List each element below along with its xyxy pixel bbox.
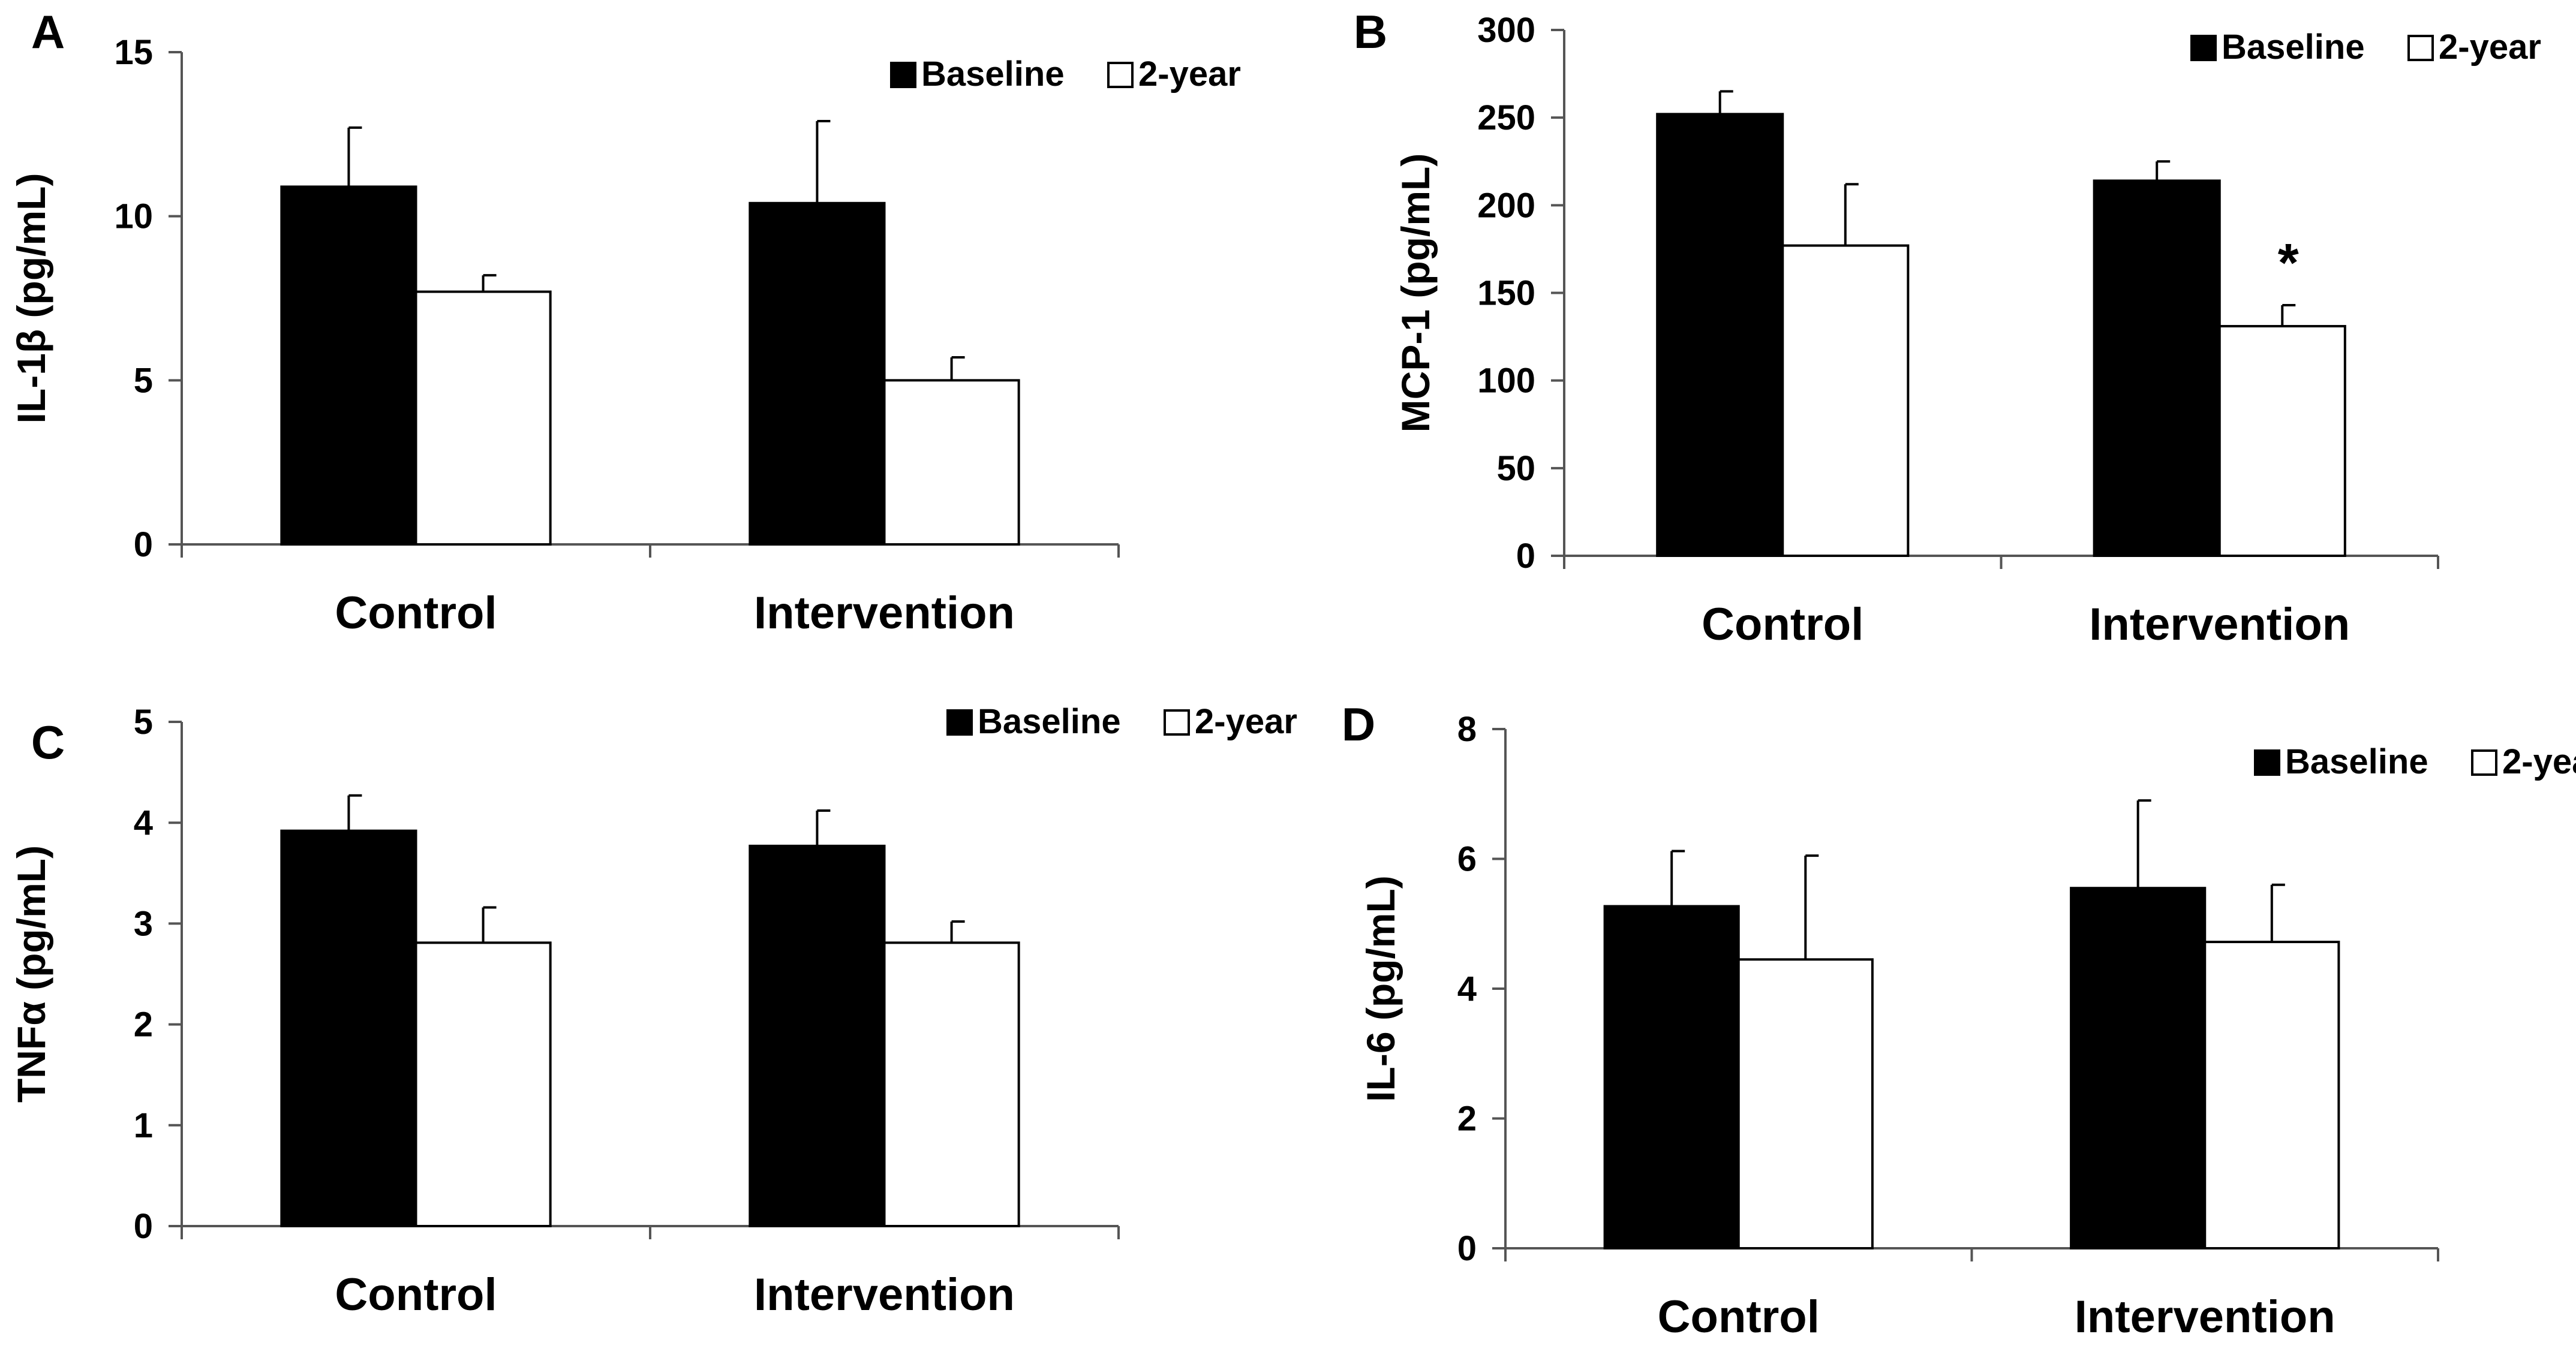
chart-panel-b: B 0 50 100 150 200 250 300 MCP-1 (pg/mL) Control I…: [1354, 5, 2541, 650]
significance-mark: *: [2278, 233, 2299, 293]
chart-panel-a: A 0 5 10 15 IL-1β (pg/mL) Control Intervention B…: [9, 5, 1241, 639]
bar-2-year: [2204, 941, 2340, 1250]
category-label: Intervention: [754, 1269, 1015, 1320]
y-tick-label: 300: [1477, 11, 1535, 50]
bar-baseline: [2070, 887, 2207, 1249]
legend-swatch: [1164, 709, 1190, 736]
legend-swatch: [2190, 35, 2217, 61]
bar-2-year: [883, 379, 1020, 546]
legend-label: Baseline: [921, 55, 1065, 94]
legend-label: 2-year: [2439, 28, 2541, 67]
y-tick-label: 5: [134, 703, 153, 742]
bar-baseline: [749, 201, 886, 546]
y-tick-label: 100: [1477, 362, 1535, 401]
y-tick-label: 4: [1457, 969, 1477, 1008]
y-axis-label: IL-6 (pg/mL): [1358, 875, 1403, 1102]
y-tick-label: 0: [1516, 537, 1535, 576]
bar-2-year: [2218, 325, 2346, 557]
legend-swatch: [890, 62, 916, 88]
panel-label: D: [1342, 698, 1375, 751]
y-axis-label: IL-1β (pg/mL): [9, 173, 53, 424]
y-tick-label: 1: [134, 1106, 153, 1145]
y-tick-label: 0: [134, 1207, 153, 1246]
category-label: Control: [335, 588, 497, 639]
panel-label: C: [31, 716, 65, 769]
category-label: Control: [1658, 1291, 1820, 1342]
bar-2-year: [1737, 958, 1874, 1249]
legend-swatch: [1107, 62, 1134, 88]
bar-baseline: [280, 185, 417, 546]
panel-label: B: [1354, 5, 1387, 58]
y-tick-label: 50: [1496, 449, 1535, 488]
bar-baseline: [280, 829, 417, 1227]
chart-panel-d: D 0 2 4 6 8 IL-6 (pg/mL) Control Intervention Bas…: [1342, 698, 2576, 1342]
bar-baseline: [749, 844, 886, 1227]
y-tick-label: 6: [1457, 840, 1477, 879]
legend-label: 2-year: [2502, 742, 2576, 781]
y-tick-label: 3: [134, 904, 153, 943]
y-tick-label: 0: [134, 525, 153, 564]
legend-label: 2-year: [1138, 55, 1241, 94]
y-tick-label: 2: [134, 1005, 153, 1044]
panel-label: A: [31, 5, 65, 58]
chart-panel-c: C 0 1 2 3 4 5 TNFα (pg/mL) Control Intervention Ba…: [9, 702, 1297, 1320]
y-axis-label: TNFα (pg/mL): [9, 845, 53, 1103]
legend-swatch: [2407, 35, 2434, 61]
y-tick-label: 4: [134, 803, 153, 842]
y-tick-label: 15: [114, 33, 153, 72]
y-tick-label: 150: [1477, 274, 1535, 313]
bar-baseline: [1656, 113, 1784, 557]
legend-label: 2-year: [1195, 702, 1297, 741]
bar-2-year: [414, 941, 552, 1228]
category-label: Control: [335, 1269, 497, 1320]
legend-label: Baseline: [978, 702, 1121, 741]
bar-baseline: [1603, 905, 1740, 1249]
legend-swatch: [2254, 749, 2280, 776]
y-tick-label: 10: [114, 197, 153, 236]
bar-2-year: [883, 941, 1020, 1228]
legend-label: Baseline: [2285, 742, 2428, 781]
category-label: Intervention: [2075, 1291, 2335, 1342]
y-axis-label: MCP-1 (pg/mL): [1393, 153, 1438, 433]
category-label: Intervention: [2089, 599, 2350, 650]
y-tick-label: 0: [1457, 1229, 1477, 1268]
y-tick-label: 5: [134, 361, 153, 400]
y-tick-label: 250: [1477, 98, 1535, 137]
category-label: Control: [1702, 599, 1863, 650]
y-tick-label: 8: [1457, 710, 1477, 749]
bar-2-year: [1781, 244, 1910, 557]
bar-2-year: [414, 290, 552, 546]
y-tick-label: 200: [1477, 186, 1535, 225]
legend-swatch: [946, 709, 973, 736]
y-tick-label: 2: [1457, 1100, 1477, 1139]
legend-label: Baseline: [2222, 28, 2365, 67]
category-label: Intervention: [754, 588, 1015, 639]
bar-baseline: [2093, 179, 2221, 557]
legend-swatch: [2471, 749, 2497, 776]
